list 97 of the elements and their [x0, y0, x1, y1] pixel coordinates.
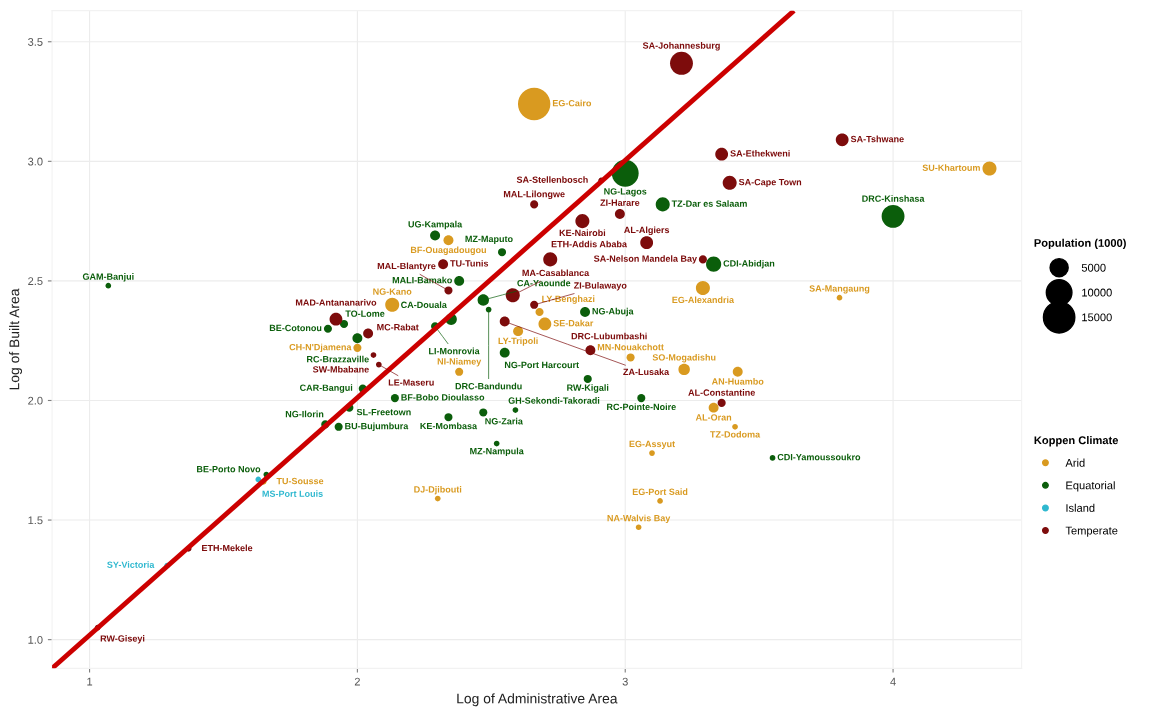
annotation: UG-Kampala: [408, 220, 463, 230]
annotation: BU-Bujumbura: [345, 422, 409, 431]
annotation: SA-Mangaung: [809, 285, 870, 294]
annotation: EG-Alexandria: [672, 296, 735, 304]
annotation: MZ-Maputo: [465, 235, 513, 244]
legend-label: 15000: [1082, 313, 1112, 322]
y-tick-label: 1.0: [28, 635, 43, 644]
text: Koppen Climate: [1034, 436, 1119, 447]
annotation: RW-Giseyi: [100, 635, 145, 644]
annotation: MAL-Blantyre: [377, 262, 436, 271]
annotation: CDI-Abidjan: [723, 259, 775, 269]
annotation: TU-Tunis: [450, 259, 489, 267]
legend-label: 5000: [1081, 263, 1106, 272]
annotation: SO-Mogadishu: [652, 353, 716, 363]
annotation: NG-Lagos: [604, 188, 647, 197]
annotation: LY-Tripoli: [498, 337, 538, 346]
annotation: AL-Constantine: [688, 389, 755, 396]
annotation: SA-Cape Town: [738, 178, 802, 188]
annotation: MAL-Lilongwe: [503, 190, 565, 200]
x-tick-label: 4: [890, 677, 896, 686]
x-tick-label: 3: [622, 677, 628, 686]
annotation: LI-Monrovia: [429, 347, 480, 355]
annotation: SW-Mbabane: [312, 365, 369, 373]
annotation: NI-Niamey: [437, 358, 482, 367]
annotation: NG-Abuja: [592, 307, 634, 317]
annotation: KE-Nairobi: [559, 229, 606, 237]
annotation: RC-Brazzaville: [307, 355, 369, 363]
annotation: MN-Nouakchott: [597, 343, 664, 351]
legend-label: Island: [1066, 503, 1095, 512]
x-tick-label: 2: [354, 677, 360, 686]
annotation: SA-Johannesburg: [642, 42, 720, 51]
annotation: MS-Port Louis: [262, 490, 323, 497]
annotation: NG-Zaria: [485, 417, 523, 425]
annotation: LE-Maseru: [388, 379, 434, 386]
annotation: ETH-Mekele: [202, 544, 253, 552]
annotation: EG-Port Said: [632, 488, 688, 495]
annotation: ZI-Harare: [600, 199, 640, 206]
annotation: CDI-Yamoussoukro: [777, 453, 861, 461]
annotation: MC-Rabat: [377, 323, 419, 331]
y-tick-label: 3.5: [28, 38, 43, 46]
annotation: EG-Assyut: [629, 440, 675, 449]
annotation: DRC-Lubumbashi: [571, 332, 647, 340]
y-tick-label: 2.5: [28, 277, 43, 286]
annotation: TZ-Dodoma: [710, 430, 761, 438]
annotation: SE-Dakar: [553, 319, 594, 327]
annotation: SA-Stellenbosch: [516, 176, 588, 183]
annotation: CAR-Bangui: [300, 384, 353, 393]
annotation: EG-Cairo: [552, 99, 592, 107]
annotation: MALI-Bamako: [392, 276, 452, 284]
annotation: SA-Tshwane: [850, 135, 904, 143]
annotation: MZ-Nampula: [470, 447, 524, 457]
annotation: ZA-Lusaka: [623, 368, 670, 376]
annotation: NG-Kano: [373, 288, 412, 295]
annotation: ETH-Addis Ababa: [551, 240, 628, 248]
annotation: GAM-Banjui: [82, 273, 134, 282]
annotation: SA-Ethekweni: [730, 149, 790, 157]
annotation: BF-Ouagadougou: [410, 246, 486, 255]
legend-label: Arid: [1065, 458, 1085, 467]
annotation: CA-Yaounde: [517, 279, 571, 287]
annotation: BF-Bobo Dioulasso: [401, 393, 485, 401]
annotation: ZI-Bulawayo: [573, 282, 627, 291]
annotation: KE-Mombasa: [420, 422, 478, 430]
annotation: MA-Casablanca: [522, 269, 590, 277]
annotation: NG-Ilorin: [285, 410, 324, 418]
y-tick-label: 1.5: [28, 516, 43, 525]
legend-label: Equatorial: [1066, 481, 1115, 492]
annotation: DRC-Bandundu: [455, 382, 522, 390]
annotation: AL-Algiers: [624, 226, 670, 235]
legend-label: 10000: [1082, 288, 1112, 297]
annotation: SY-Victoria: [107, 561, 155, 568]
annotation: BE-Porto Novo: [197, 466, 261, 473]
legend-label: Temperate: [1065, 526, 1118, 537]
annotation: RW-Kigali: [567, 384, 609, 393]
annotation: CA-Douala: [401, 301, 447, 308]
annotation: MAD-Antananarivo: [295, 299, 377, 306]
annotation: AL-Oran: [695, 414, 732, 421]
annotation: GH-Sekondi-Takoradi: [508, 397, 600, 404]
annotation: SL-Freetown: [356, 408, 411, 416]
y-tick-label: 3.0: [28, 157, 43, 166]
annotation: DRC-Kinshasa: [862, 195, 925, 202]
annotation: TU-Sousse: [276, 477, 324, 485]
y-axis-title: Log of Built Area: [9, 288, 23, 390]
annotation: TO-Lome: [345, 310, 385, 317]
annotation: DJ-Djibouti: [414, 485, 462, 495]
y-tick-label: 2.0: [28, 396, 43, 405]
annotation: TZ-Dar es Salaam: [671, 200, 747, 207]
annotation: NA-Walvis Bay: [607, 514, 671, 524]
x-tick-label: 1: [87, 677, 93, 686]
x-axis-title: Log of Administrative Area: [457, 693, 618, 707]
annotation: CH-N'Djamena: [289, 343, 352, 353]
annotation: AN-Huambo: [711, 378, 764, 385]
annotation: RC-Pointe-Noire: [607, 403, 676, 411]
annotation: BE-Cotonou: [269, 324, 322, 332]
annotation: SU-Khartoum: [922, 164, 980, 171]
annotation: SA-Nelson Mandela Bay: [593, 255, 697, 264]
annotation: NG-Port Harcourt: [504, 361, 579, 369]
text: Population (1000): [1034, 238, 1126, 250]
